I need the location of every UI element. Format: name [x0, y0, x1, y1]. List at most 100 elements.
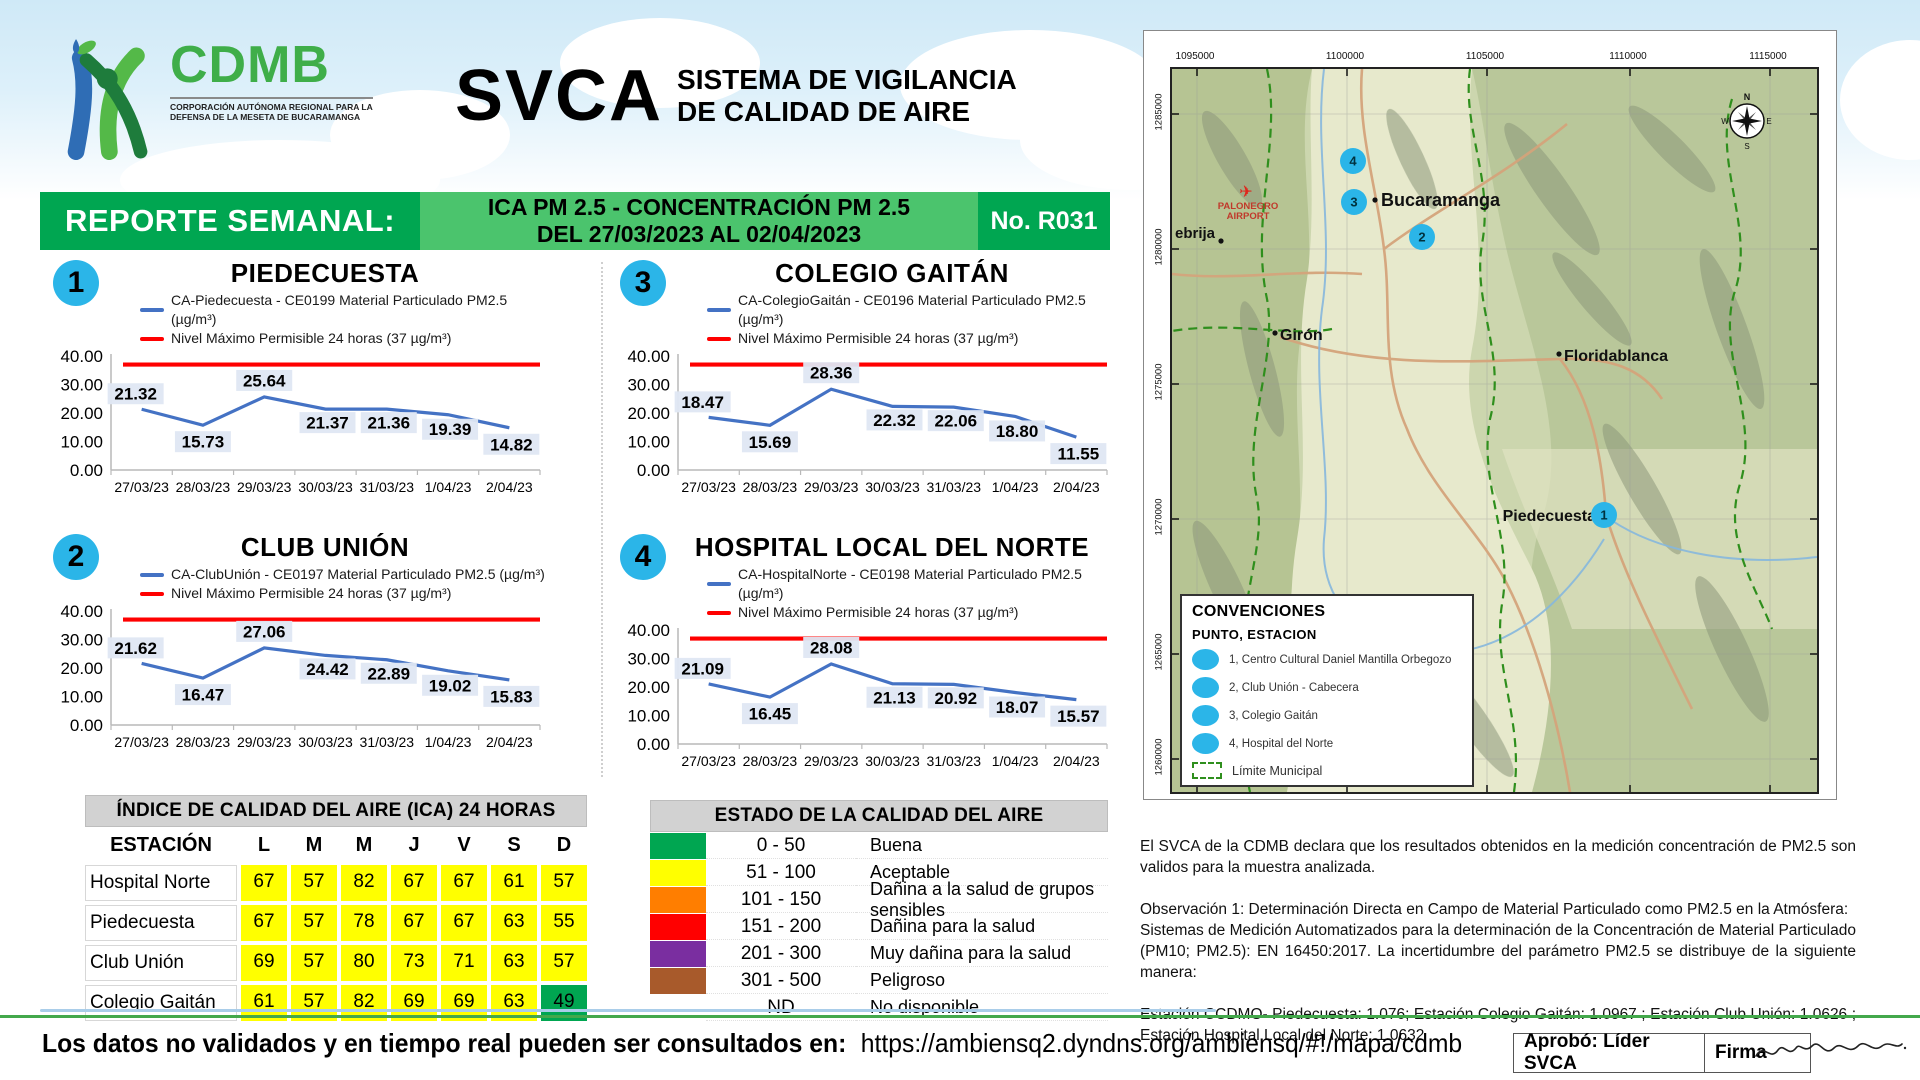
- estado-label: Aceptable: [856, 860, 1108, 886]
- estado-row: 101 - 150 Dañina a la salud de grupos sen…: [650, 879, 1108, 920]
- map-coord-label-left: 1265000: [1153, 633, 1165, 671]
- x-axis-label: 31/03/23: [927, 753, 982, 769]
- data-label: 21.62: [114, 639, 157, 658]
- svg-text:10.00: 10.00: [627, 707, 670, 726]
- ica-column-header: M: [305, 834, 323, 856]
- data-label-bg: [866, 686, 923, 708]
- ica-value-cell: 80: [341, 945, 387, 981]
- municipal-boundaries: [1171, 68, 1774, 793]
- map-coord-label-top: 1115000: [1749, 51, 1787, 62]
- legend-label: Nivel Máximo Permisible 24 horas (37 µg/…: [171, 585, 452, 601]
- legend-dash-icon: [140, 308, 164, 312]
- banner-period: ICA PM 2.5 - CONCENTRACIÓN PM 2.5 DEL 27…: [420, 192, 978, 250]
- map-coord-label-top: 1095000: [1175, 51, 1215, 62]
- report-title-block: SVCA SISTEMA DE VIGILANCIA DE CALIDAD DE…: [455, 60, 1017, 132]
- municipal-limit-legend-item: Límite Municipal: [1192, 762, 1464, 779]
- roads: [1171, 68, 1694, 793]
- cdmb-logo-text: CDMB: [170, 36, 330, 94]
- mountain-shading: [1192, 105, 1769, 777]
- svg-text:20.00: 20.00: [627, 404, 670, 423]
- report-url[interactable]: https://ambiensq2.dyndns.org/ambiensq/#!…: [860, 1028, 1463, 1058]
- estado-label: Buena: [856, 833, 1108, 859]
- station-marker-number: 1: [1600, 508, 1607, 523]
- map-legend-item: 3, Colegio Gaitán: [1192, 705, 1464, 726]
- svg-text:N: N: [1744, 92, 1751, 102]
- estado-range: 301 - 500: [706, 968, 856, 994]
- map-edge-ticks: [1172, 69, 1817, 792]
- x-axis-label: 30/03/23: [298, 479, 353, 495]
- estado-color-swatch: [650, 914, 706, 940]
- estado-color-swatch: [650, 968, 706, 994]
- city-dot: [1556, 351, 1562, 357]
- estado-row: ND No disponible: [650, 995, 1108, 1021]
- data-label: 28.08: [810, 638, 853, 657]
- map-legend-item-label: 3, Colegio Gaitán: [1229, 709, 1318, 722]
- column-divider: [601, 262, 603, 777]
- svg-text:40.00: 40.00: [60, 348, 103, 366]
- data-label-bg: [360, 412, 417, 434]
- x-axis-label: 1/04/23: [425, 479, 472, 495]
- data-label: 27.06: [243, 622, 286, 641]
- data-label-bg: [483, 433, 540, 455]
- legend-label: Nivel Máximo Permisible 24 horas (37 µg/…: [738, 604, 1019, 620]
- map-legend-conventions: CONVENCIONES PUNTO, ESTACION 1, Centro C…: [1180, 594, 1474, 787]
- svg-text:S: S: [1744, 142, 1749, 151]
- chart-legend: CA-ClubUnión - CE0197 Material Particula…: [140, 565, 550, 603]
- estado-label: Dañina a la salud de grupos sensibles: [856, 879, 1108, 920]
- map-coord-label-left: 1285000: [1153, 93, 1165, 131]
- estado-row: 51 - 100 Aceptable: [650, 860, 1108, 886]
- station-marker-number: 3: [1350, 195, 1357, 210]
- declaration-notes: El SVCA de la CDMB declara que los resul…: [1140, 836, 1856, 1046]
- data-label: 21.13: [873, 688, 916, 707]
- data-label-bg: [741, 431, 798, 453]
- x-axis-label: 2/04/23: [486, 734, 533, 750]
- cloud-shape: [560, 18, 760, 108]
- svg-text:10.00: 10.00: [627, 433, 670, 452]
- data-label-bg: [174, 431, 231, 453]
- map-frame: N E S W Bucaramanga Girón Floridablanca Pie…: [1170, 67, 1819, 794]
- cdmb-logo-subtitle: CORPORACIÓN AUTÓNOMA REGIONAL PARA LA: [170, 102, 373, 112]
- city-label: Bucaramanga: [1381, 190, 1501, 210]
- ica-value-cell: 67: [241, 865, 287, 901]
- station-marker: [1409, 224, 1435, 250]
- data-label-bg: [927, 410, 984, 432]
- data-label-bg: [483, 685, 540, 707]
- ica-station-name: Club Unión: [85, 945, 237, 981]
- map-legend-item: 2, Club Unión - Cabecera: [1192, 677, 1464, 698]
- ica-column-header: V: [457, 834, 471, 856]
- airport-label: AIRPORT: [1227, 211, 1270, 222]
- svg-text:E: E: [1766, 117, 1771, 126]
- report-number-badge: No. R031: [978, 192, 1110, 250]
- ica-value-cell: 61: [491, 865, 537, 901]
- chart-hospital-norte: 4 HOSPITAL LOCAL DEL NORTE CA-HospitalNort…: [612, 532, 1117, 787]
- data-label-bg: [989, 420, 1046, 442]
- data-label: 21.36: [368, 414, 411, 433]
- data-label-bg: [422, 674, 479, 696]
- legend-dash-icon: [707, 336, 731, 341]
- estado-range: 0 - 50: [706, 833, 856, 859]
- x-axis-label: 30/03/23: [298, 734, 353, 750]
- ica-column-header: D: [556, 834, 572, 856]
- station-marker: [1341, 189, 1367, 215]
- chart-number-badge: 3: [620, 260, 666, 306]
- cdmb-logo-figures: [67, 39, 148, 160]
- chart-colegio-gaitan: 3 COLEGIO GAITÁN CA-ColegioGaitán - CE0196…: [612, 258, 1117, 513]
- city-label: Girón: [1280, 327, 1323, 344]
- x-axis-label: 28/03/23: [176, 734, 231, 750]
- limit-legend-entry: Nivel Máximo Permisible 24 horas (37 µg/…: [707, 329, 1117, 348]
- svg-text:30.00: 30.00: [627, 376, 670, 395]
- limit-legend-entry: Nivel Máximo Permisible 24 horas (37 µg/…: [140, 329, 550, 348]
- ica-value-cell: 57: [291, 865, 337, 901]
- cloud-shape: [1840, 40, 1920, 160]
- ica-column-header: L: [257, 834, 271, 856]
- map-legend-item: 4, Hospital del Norte: [1192, 733, 1464, 754]
- ica-value-cell: 67: [441, 865, 487, 901]
- data-label-bg: [236, 369, 293, 391]
- svg-text:30.00: 30.00: [60, 376, 103, 395]
- ica-value-cell: 63: [491, 905, 537, 941]
- city-label: ebrija: [1175, 225, 1216, 242]
- x-axis-label: 30/03/23: [865, 479, 920, 495]
- data-label-bg: [1050, 443, 1107, 465]
- station-marker: [1340, 148, 1366, 174]
- data-label-bg: [674, 657, 731, 679]
